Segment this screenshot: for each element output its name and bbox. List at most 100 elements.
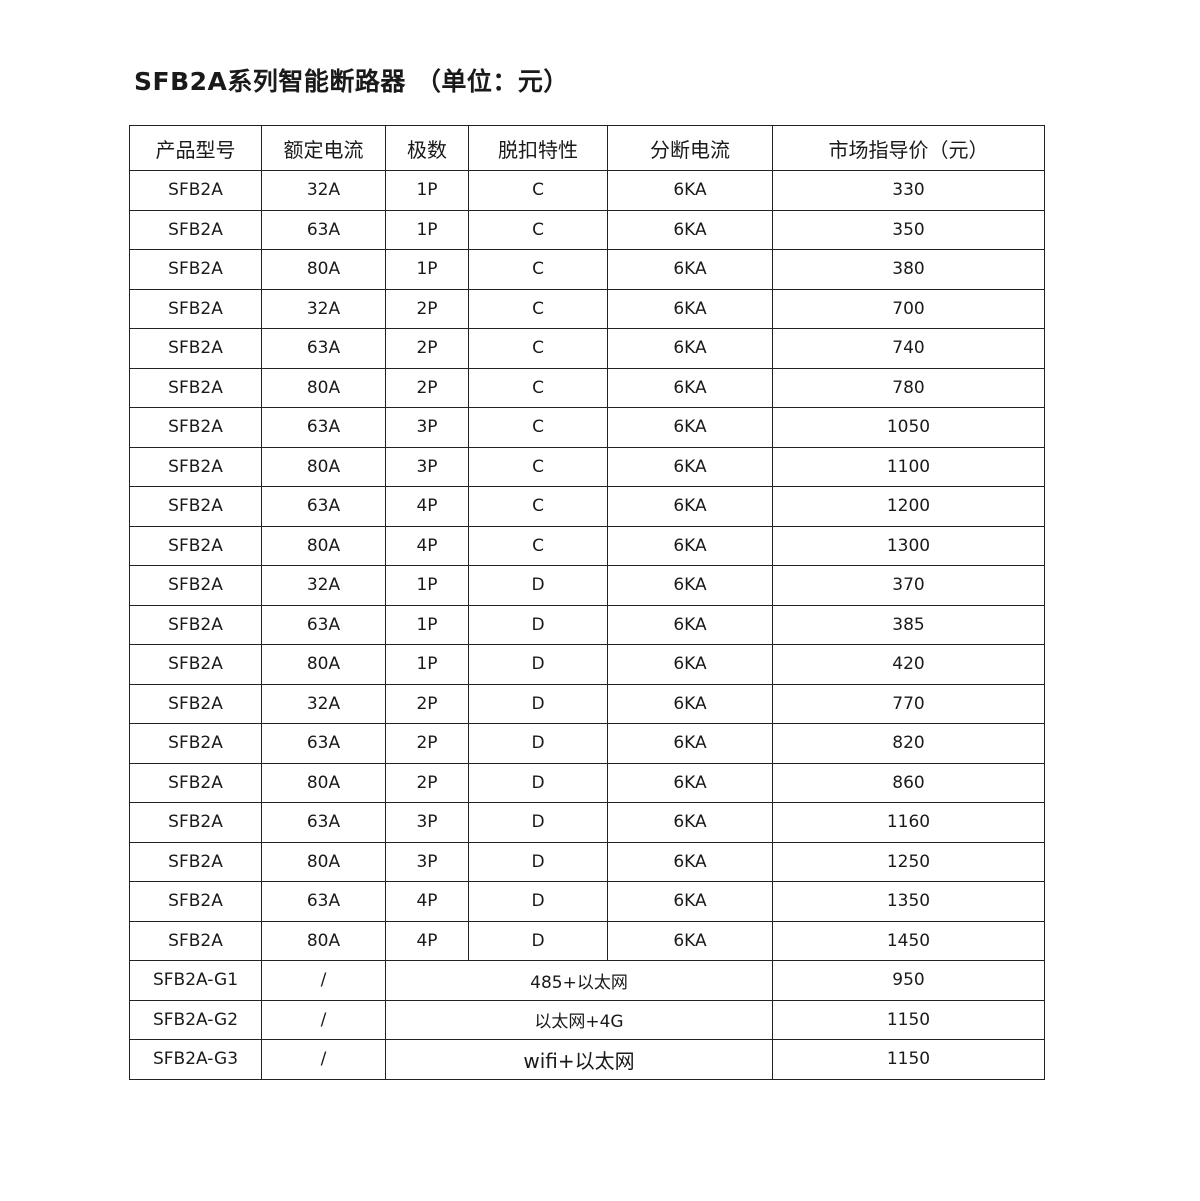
cell-rated-current: 32A bbox=[261, 288, 386, 329]
cell-poles: 2P bbox=[385, 762, 469, 803]
header-price: 市场指导价（元） bbox=[772, 125, 1045, 171]
cell-price: 1250 bbox=[772, 841, 1045, 882]
cell-breaking-capacity: 6KA bbox=[607, 367, 773, 408]
cell-breaking-capacity: 6KA bbox=[607, 841, 773, 882]
cell-price: 700 bbox=[772, 288, 1045, 329]
cell-poles: 2P bbox=[385, 328, 469, 369]
cell-model: SFB2A bbox=[129, 841, 262, 882]
cell-model: SFB2A bbox=[129, 209, 262, 250]
cell-rated-current: 80A bbox=[261, 762, 386, 803]
table-row: SFB2A 63A 3P D 6KA 1160 bbox=[129, 802, 1045, 843]
cell-model: SFB2A bbox=[129, 367, 262, 408]
cell-model: SFB2A bbox=[129, 723, 262, 764]
cell-rated-current: 32A bbox=[261, 565, 386, 606]
table-row: SFB2A 63A 3P C 6KA 1050 bbox=[129, 407, 1045, 448]
cell-poles: 1P bbox=[385, 644, 469, 685]
cell-price: 780 bbox=[772, 367, 1045, 408]
cell-trip-curve: C bbox=[468, 407, 608, 448]
table-row: SFB2A 63A 2P D 6KA 820 bbox=[129, 723, 1045, 764]
cell-poles: 4P bbox=[385, 920, 469, 961]
title-unit: （单位：元） bbox=[415, 67, 569, 96]
cell-price: 1350 bbox=[772, 881, 1045, 922]
cell-price: 380 bbox=[772, 249, 1045, 290]
cell-poles: 1P bbox=[385, 209, 469, 250]
cell-rated-current: / bbox=[261, 960, 386, 1001]
cell-poles: 3P bbox=[385, 841, 469, 882]
table-row: SFB2A 80A 3P C 6KA 1100 bbox=[129, 446, 1045, 487]
cell-model: SFB2A bbox=[129, 249, 262, 290]
cell-trip-curve: C bbox=[468, 170, 608, 211]
table-row: SFB2A 63A 2P C 6KA 740 bbox=[129, 328, 1045, 369]
cell-rated-current: 32A bbox=[261, 170, 386, 211]
cell-poles: 2P bbox=[385, 288, 469, 329]
cell-price: 1050 bbox=[772, 407, 1045, 448]
table-row: SFB2A 80A 1P C 6KA 380 bbox=[129, 249, 1045, 290]
cell-poles: 1P bbox=[385, 249, 469, 290]
cell-model: SFB2A bbox=[129, 565, 262, 606]
gateway-row: SFB2A-G3/wifi+以太网 1150 bbox=[129, 1039, 1045, 1080]
cell-model: SFB2A bbox=[129, 288, 262, 329]
table-row: SFB2A 63A 1P D 6KA 385 bbox=[129, 604, 1045, 645]
cell-trip-curve: C bbox=[468, 288, 608, 329]
cell-poles: 1P bbox=[385, 604, 469, 645]
cell-poles: 3P bbox=[385, 802, 469, 843]
cell-trip-curve: D bbox=[468, 881, 608, 922]
header-model: 产品型号 bbox=[129, 125, 262, 171]
cell-price: 1450 bbox=[772, 920, 1045, 961]
table-row: SFB2A 80A 2P D 6KA 860 bbox=[129, 762, 1045, 803]
cell-breaking-capacity: 6KA bbox=[607, 604, 773, 645]
cell-poles: 4P bbox=[385, 486, 469, 527]
cell-communication: wifi+以太网 bbox=[385, 1039, 773, 1080]
cell-poles: 2P bbox=[385, 683, 469, 724]
cell-model: SFB2A bbox=[129, 170, 262, 211]
cell-trip-curve: C bbox=[468, 525, 608, 566]
gateway-row: SFB2A-G2/以太网+4G 1150 bbox=[129, 999, 1045, 1040]
price-table: 产品型号 额定电流 极数 脱扣特性 分断电流 市场指导价（元） SFB2A 32A 1P C 6K… bbox=[129, 125, 1045, 1080]
cell-trip-curve: D bbox=[468, 604, 608, 645]
cell-rated-current: 80A bbox=[261, 644, 386, 685]
cell-breaking-capacity: 6KA bbox=[607, 328, 773, 369]
cell-trip-curve: D bbox=[468, 762, 608, 803]
cell-price: 1160 bbox=[772, 802, 1045, 843]
cell-rated-current: / bbox=[261, 1039, 386, 1080]
cell-model: SFB2A bbox=[129, 446, 262, 487]
cell-price: 350 bbox=[772, 209, 1045, 250]
cell-poles: 3P bbox=[385, 407, 469, 448]
cell-communication: 以太网+4G bbox=[385, 999, 773, 1040]
cell-rated-current: 80A bbox=[261, 446, 386, 487]
header-row: 产品型号 额定电流 极数 脱扣特性 分断电流 市场指导价（元） bbox=[129, 125, 1045, 171]
cell-breaking-capacity: 6KA bbox=[607, 209, 773, 250]
cell-trip-curve: D bbox=[468, 565, 608, 606]
header-trip-curve: 脱扣特性 bbox=[468, 125, 608, 171]
cell-poles: 4P bbox=[385, 881, 469, 922]
table-row: SFB2A 80A 4P C 6KA 1300 bbox=[129, 525, 1045, 566]
cell-rated-current: 80A bbox=[261, 920, 386, 961]
cell-rated-current: 80A bbox=[261, 249, 386, 290]
table-row: SFB2A 80A 1P D 6KA 420 bbox=[129, 644, 1045, 685]
cell-model: SFB2A-G2 bbox=[129, 999, 262, 1040]
cell-price: 370 bbox=[772, 565, 1045, 606]
cell-price: 420 bbox=[772, 644, 1045, 685]
cell-model: SFB2A bbox=[129, 486, 262, 527]
cell-communication: 485+以太网 bbox=[385, 960, 773, 1001]
cell-model: SFB2A bbox=[129, 525, 262, 566]
cell-rated-current: 80A bbox=[261, 841, 386, 882]
cell-model: SFB2A bbox=[129, 407, 262, 448]
cell-model: SFB2A bbox=[129, 920, 262, 961]
cell-poles: 2P bbox=[385, 367, 469, 408]
cell-rated-current: 63A bbox=[261, 604, 386, 645]
cell-price: 385 bbox=[772, 604, 1045, 645]
cell-breaking-capacity: 6KA bbox=[607, 249, 773, 290]
cell-model: SFB2A bbox=[129, 802, 262, 843]
cell-trip-curve: C bbox=[468, 446, 608, 487]
cell-price: 770 bbox=[772, 683, 1045, 724]
cell-rated-current: 80A bbox=[261, 525, 386, 566]
cell-breaking-capacity: 6KA bbox=[607, 407, 773, 448]
cell-breaking-capacity: 6KA bbox=[607, 920, 773, 961]
cell-breaking-capacity: 6KA bbox=[607, 683, 773, 724]
table-row: SFB2A 80A 2P C 6KA 780 bbox=[129, 367, 1045, 408]
cell-model: SFB2A bbox=[129, 644, 262, 685]
cell-breaking-capacity: 6KA bbox=[607, 446, 773, 487]
table-row: SFB2A 32A 2P C 6KA 700 bbox=[129, 288, 1045, 329]
table-row: SFB2A 63A 1P C 6KA 350 bbox=[129, 209, 1045, 250]
